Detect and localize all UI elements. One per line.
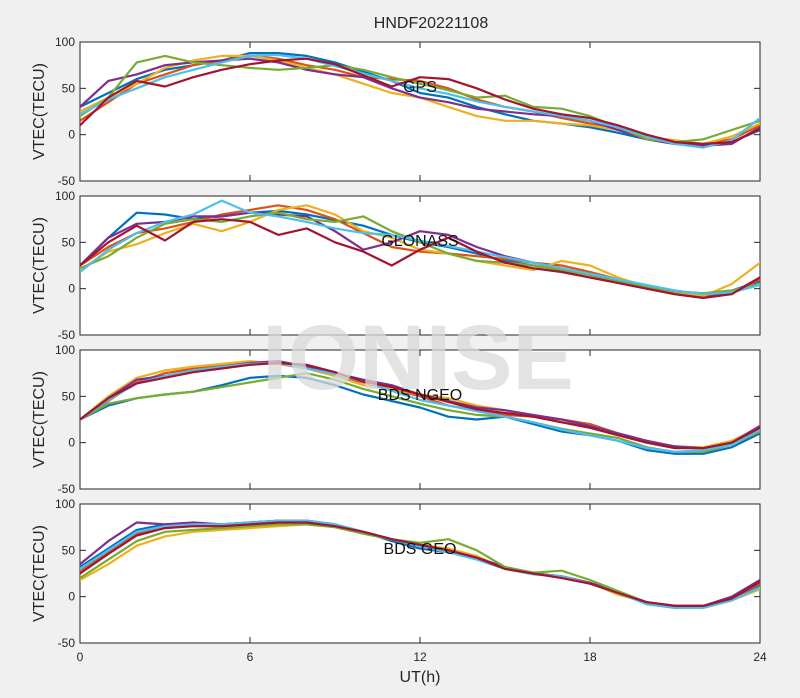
panel-1: -50 0 50 100 VTEC(TECU) GLONASS	[31, 189, 761, 342]
y-tick-label: -50	[58, 636, 76, 650]
panel-label: BDS GEO	[384, 541, 457, 558]
y-tick-label: 0	[68, 128, 75, 142]
x-tick-label: 12	[413, 650, 427, 664]
y-tick-label: 50	[62, 235, 76, 249]
x-tick-label: 18	[583, 650, 597, 664]
y-axis-title: VTEC(TECU)	[31, 371, 48, 468]
y-tick-label: 100	[55, 189, 75, 203]
y-axis-title: VTEC(TECU)	[31, 63, 48, 160]
series-line-6	[80, 57, 760, 145]
y-tick-label: 0	[68, 436, 75, 450]
series-line-5	[80, 199, 760, 296]
series-group	[80, 199, 760, 299]
figure-title: HNDF20221108	[374, 15, 489, 32]
panel-0: -50 0 50 100 VTEC(TECU) GPS	[31, 35, 761, 188]
series-group	[80, 52, 760, 149]
series-line-4	[80, 54, 760, 144]
series-group	[80, 519, 760, 609]
x-tick-label: 0	[77, 650, 84, 664]
series-line-6	[80, 361, 760, 450]
series-group	[80, 360, 760, 455]
y-axis-title: VTEC(TECU)	[31, 217, 48, 314]
y-tick-label: 100	[55, 343, 75, 357]
y-tick-label: 0	[68, 590, 75, 604]
series-line-5	[80, 519, 760, 609]
y-tick-label: 50	[62, 543, 76, 557]
panel-label: GPS	[403, 79, 437, 96]
y-tick-label: -50	[58, 328, 76, 342]
panel-2: -50 0 50 100 VTEC(TECU) BDS NGEO	[31, 343, 761, 496]
y-tick-label: -50	[58, 174, 76, 188]
x-tick-label: 24	[753, 650, 767, 664]
y-tick-label: 50	[62, 389, 76, 403]
y-axis-title: VTEC(TECU)	[31, 525, 48, 622]
y-tick-label: 100	[55, 35, 75, 49]
y-tick-label: 50	[62, 81, 76, 95]
panel-label: GLONASS	[381, 233, 458, 250]
series-line-5	[80, 53, 760, 149]
panel-label: BDS NGEO	[378, 387, 462, 404]
series-line-6	[80, 521, 760, 607]
y-tick-label: 0	[68, 282, 75, 296]
series-line-6	[80, 218, 760, 299]
x-tick-label: 6	[247, 650, 254, 664]
y-tick-label: 100	[55, 497, 75, 511]
watermark: IONISE	[262, 307, 574, 409]
series-line-5	[80, 361, 760, 453]
x-axis-title: UT(h)	[400, 669, 441, 686]
series-line-4	[80, 211, 760, 295]
y-tick-label: -50	[58, 482, 76, 496]
